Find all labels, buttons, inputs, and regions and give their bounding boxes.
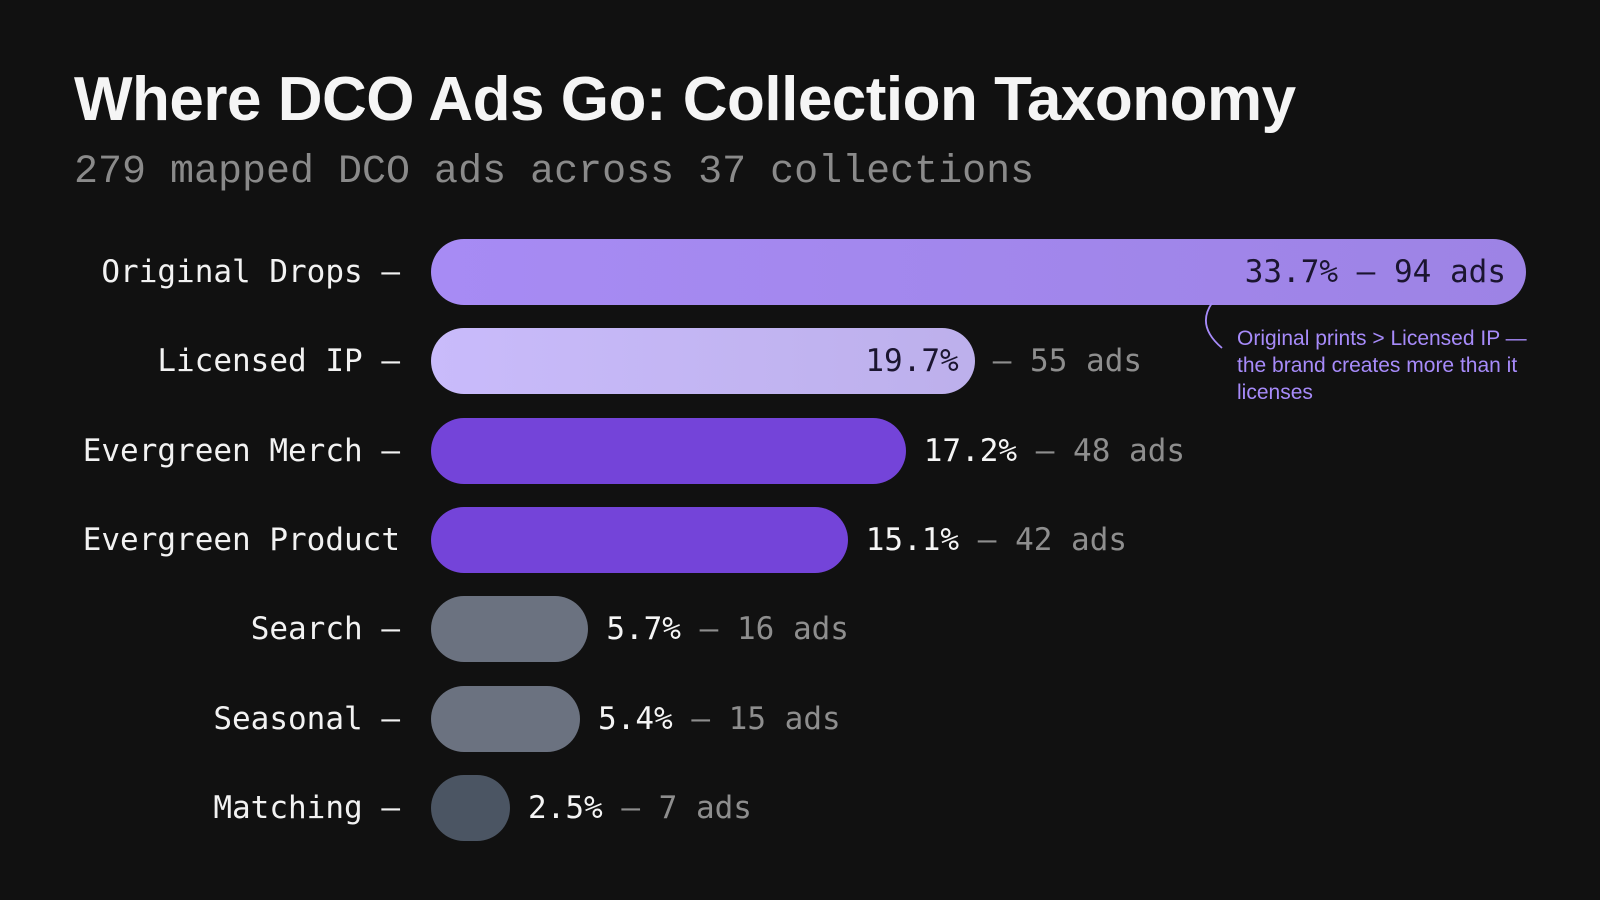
category-label: Evergreen Merch —	[82, 433, 400, 469]
category-label: Seasonal —	[213, 701, 400, 737]
annotation-note: Original prints > Licensed IP — the bran…	[1237, 327, 1527, 404]
chart-subtitle: 279 mapped DCO ads across 37 collections	[74, 150, 1035, 195]
value-label: 5.7%	[606, 611, 681, 647]
category-label: Original Drops —	[101, 254, 400, 290]
chart-title: Where DCO Ads Go: Collection Taxonomy	[74, 65, 1296, 134]
bar-row: Evergreen Product 15.1% — 42 ads	[0, 507, 1600, 573]
value-label: 17.2%	[923, 433, 1018, 469]
bar-row: Licensed IP — 19.7% — 55 ads	[0, 328, 1600, 394]
annotation-bracket-icon	[1205, 302, 1223, 349]
count-label: — 48 ads	[1017, 433, 1186, 469]
bar-annotation: 5.7% — 16 ads	[606, 596, 849, 662]
bar: 19.7%	[431, 328, 975, 394]
bar-row: Seasonal — 5.4% — 15 ads	[0, 686, 1600, 752]
value-label: 33.7% — 94 ads	[1244, 254, 1506, 290]
category-label: Matching —	[213, 790, 400, 826]
bar-annotation: 2.5% — 7 ads	[528, 775, 752, 841]
category-label: Search —	[250, 611, 400, 647]
category-label: Licensed IP —	[157, 343, 400, 379]
count-label: — 42 ads	[959, 522, 1128, 558]
bar-row: Evergreen Merch — 17.2% — 48 ads	[0, 418, 1600, 484]
bar: 33.7% — 94 ads	[431, 239, 1526, 305]
bar	[431, 596, 589, 662]
bar	[431, 418, 906, 484]
bar-annotation: 5.4% — 15 ads	[598, 686, 841, 752]
value-label: 5.4%	[598, 701, 673, 737]
category-label: Evergreen Product	[82, 522, 400, 558]
count-label: — 55 ads	[992, 343, 1143, 379]
bar	[431, 686, 581, 752]
count-label: — 16 ads	[680, 611, 849, 647]
value-label: 2.5%	[528, 790, 603, 826]
value-label: 15.1%	[865, 522, 960, 558]
bar-row: Search — 5.7% — 16 ads	[0, 596, 1600, 662]
bar	[431, 507, 848, 573]
bar-row: Original Drops — 33.7% — 94 ads	[0, 239, 1600, 305]
value-label: 19.7%	[865, 343, 959, 379]
bar	[431, 775, 510, 841]
bar-annotation: 15.1% — 42 ads	[866, 507, 1127, 573]
count-label: — 15 ads	[672, 701, 841, 737]
bar-row: Matching — 2.5% — 7 ads	[0, 775, 1600, 841]
count-label: — 7 ads	[602, 790, 752, 826]
bar-annotation: 17.2% — 48 ads	[924, 418, 1185, 484]
